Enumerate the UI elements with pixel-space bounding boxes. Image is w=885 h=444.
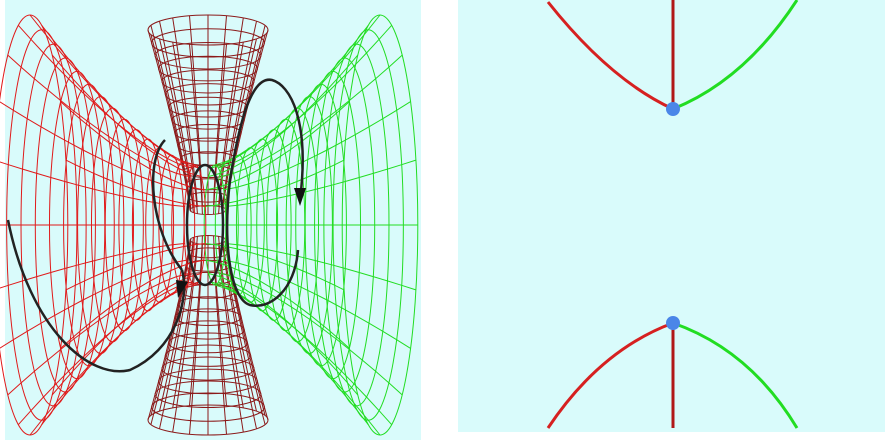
mesh-line	[172, 42, 198, 214]
mesh-line	[51, 54, 202, 177]
mesh-line	[65, 159, 206, 207]
mesh-line	[159, 21, 194, 208]
mesh-line	[218, 42, 244, 214]
curve	[672, 0, 799, 111]
mesh-line	[218, 24, 393, 169]
point	[666, 316, 680, 330]
mesh-line	[29, 284, 196, 436]
mesh-line	[213, 44, 227, 215]
mesh-line	[159, 237, 194, 412]
mesh-line	[189, 235, 203, 406]
mesh-line	[0, 259, 187, 349]
mesh-line	[17, 281, 192, 426]
mesh-line	[223, 101, 411, 191]
arrow-head	[294, 188, 306, 206]
curve	[546, 321, 674, 429]
mesh-line	[208, 54, 359, 177]
mesh-line	[7, 54, 189, 177]
mesh-line	[218, 236, 244, 408]
mesh-line	[51, 273, 202, 396]
mesh-line	[222, 38, 257, 213]
curve	[672, 321, 799, 429]
trajectory	[151, 139, 183, 271]
mesh-line	[221, 273, 403, 396]
mesh-line	[222, 21, 257, 208]
mesh-line	[225, 243, 417, 291]
mesh-line	[150, 241, 192, 425]
mesh-line	[204, 243, 345, 291]
mesh-line	[60, 259, 204, 349]
mesh-line	[65, 243, 206, 291]
mesh-line	[189, 44, 203, 215]
mesh-line	[150, 25, 192, 209]
mesh-line	[214, 14, 381, 166]
mesh-line	[0, 101, 187, 191]
mesh-line	[214, 284, 381, 436]
mesh-line	[223, 259, 411, 349]
mesh-line	[204, 159, 345, 207]
curve	[546, 1, 674, 111]
mesh-line	[159, 38, 194, 213]
throat-ring	[185, 163, 225, 287]
mesh-line	[29, 14, 196, 166]
right-curves	[546, 0, 799, 429]
trajectories	[6, 78, 304, 373]
mesh-line	[222, 242, 257, 429]
mesh-line	[225, 159, 417, 207]
arrow-head	[176, 280, 188, 298]
mesh-line	[17, 24, 192, 169]
mesh-line	[150, 34, 192, 212]
mesh-line	[147, 29, 191, 211]
mesh-line	[41, 24, 199, 169]
mesh-line	[224, 241, 266, 425]
trajectory	[6, 219, 186, 373]
mesh-line	[60, 101, 204, 191]
mesh-line	[0, 243, 185, 289]
mesh-line	[221, 54, 403, 177]
mesh-line	[7, 273, 189, 396]
point	[666, 102, 680, 116]
wireframe	[0, 14, 419, 436]
trajectory	[225, 78, 304, 307]
mesh-line	[172, 236, 198, 408]
mesh-line	[159, 242, 194, 429]
mesh-line	[206, 101, 350, 191]
mesh-line	[213, 235, 227, 406]
mesh-line	[222, 237, 257, 412]
mesh-line	[218, 281, 393, 426]
